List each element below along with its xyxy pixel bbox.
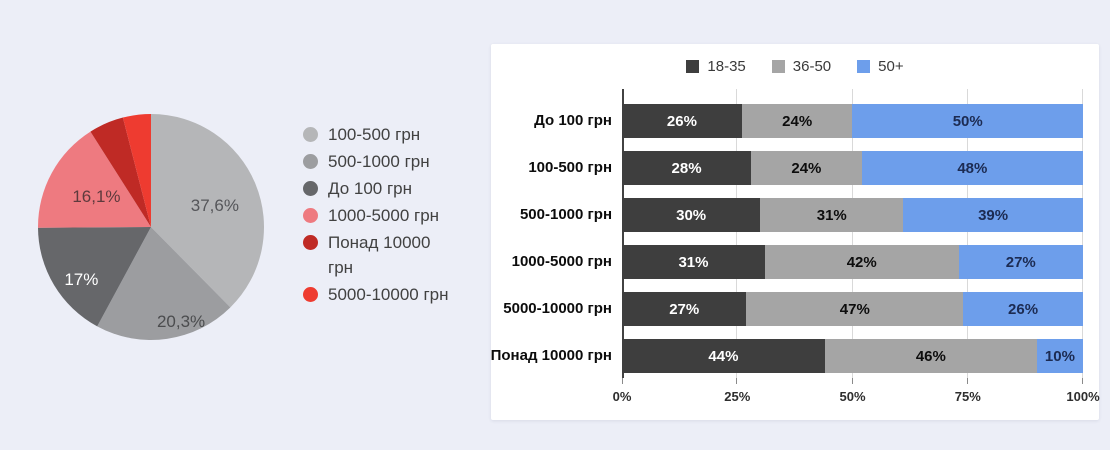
pie-slice — [37, 131, 151, 228]
pie-legend-label: До 100 грн — [328, 179, 413, 198]
bar-segment: 44% — [622, 339, 825, 373]
pie-legend-label: 500-1000 грн — [328, 152, 430, 171]
bar-segment: 26% — [622, 104, 742, 138]
pie-legend-item: Понад 10000 грн — [303, 230, 453, 280]
bar-chart-legend: 18-35 36-50 50+ — [491, 58, 1099, 75]
bar-legend-item: 36-50 — [771, 58, 832, 75]
bar-segment: 10% — [1036, 339, 1083, 373]
bar-segment: 27% — [622, 292, 747, 326]
bar-row-label: 100-500 грн — [528, 159, 612, 176]
pie-slice — [151, 114, 264, 308]
bar-segment: 42% — [764, 245, 959, 279]
gridline — [736, 89, 738, 378]
bar-segment: 31% — [760, 198, 904, 232]
pie-slice — [90, 117, 151, 227]
bar-row: 44% 46% 10% — [622, 339, 1083, 373]
bar-row-label: 1000-5000 грн — [511, 253, 612, 270]
bar-segment: 24% — [751, 151, 862, 185]
pie-slice-value-label: 37,6% — [190, 195, 239, 215]
legend-dot-icon — [303, 127, 318, 142]
bar-segment: 48% — [861, 151, 1083, 185]
bar-segment: 47% — [746, 292, 964, 326]
bar-segment: 28% — [622, 151, 752, 185]
bar-chart-card: 18-35 36-50 50+ 0% 25% 50% 75% 100% До 100 грн 2… — [491, 44, 1100, 420]
bar-legend-label: 36-50 — [792, 58, 832, 75]
legend-dot-icon — [303, 235, 318, 250]
pie-chart: 37,6% 20,3% 17% 16,1% — [37, 113, 265, 341]
bar-row-label: Понад 10000 грн — [490, 347, 612, 364]
axis-tick — [622, 378, 623, 384]
bar-segment: 50% — [852, 104, 1083, 138]
bar-row: 28% 24% 48% — [622, 151, 1083, 185]
pie-legend-label: 5000-10000 грн — [328, 285, 449, 304]
bar-row-label: 5000-10000 грн — [503, 300, 612, 317]
legend-swatch-icon — [686, 60, 700, 73]
pie-legend-item: 1000-5000 грн — [303, 203, 453, 228]
bar-segment: 31% — [622, 245, 765, 279]
pie-legend-item: 500-1000 грн — [303, 149, 453, 174]
axis-tick — [851, 378, 853, 384]
bar-segment: 26% — [963, 292, 1083, 326]
bar-segment: 24% — [741, 104, 853, 138]
bar-legend-item: 18-35 — [686, 58, 746, 75]
bar-row-label: До 100 грн — [534, 112, 612, 129]
gridline — [851, 89, 853, 378]
pie-slice — [122, 114, 151, 227]
bar-segment: 30% — [622, 198, 761, 232]
bar-row: 26% 24% 50% — [622, 104, 1083, 138]
gridline — [966, 89, 968, 378]
legend-dot-icon — [303, 208, 318, 223]
pie-slice — [97, 227, 231, 340]
gridline — [1082, 89, 1083, 378]
legend-dot-icon — [303, 154, 318, 169]
axis-baseline — [622, 89, 624, 378]
bar-legend-label: 50+ — [878, 58, 904, 75]
bar-row: 27% 47% 26% — [622, 292, 1083, 326]
axis-tick-label: 100% — [1066, 389, 1100, 404]
pie-legend-item: 100-500 грн — [303, 122, 453, 147]
pie-slice-value-label: 20,3% — [156, 311, 206, 331]
legend-dot-icon — [303, 181, 318, 196]
axis-tick-label: 0% — [612, 389, 632, 404]
axis-tick — [736, 378, 738, 384]
bar-segment: 39% — [903, 198, 1083, 232]
pie-legend-item: 5000-10000 грн — [303, 282, 453, 307]
pie-legend-label: Понад 10000 грн — [328, 233, 431, 277]
axis-tick — [966, 378, 968, 384]
pie-slice-value-label: 16,1% — [72, 187, 121, 207]
pie-legend: 100-500 грн 500-1000 грн До 100 грн 1000-50… — [303, 122, 453, 309]
bar-segment: 46% — [824, 339, 1037, 373]
pie-legend-item: До 100 грн — [303, 176, 453, 201]
pie-chart-svg — [37, 114, 264, 340]
legend-swatch-icon — [857, 60, 871, 73]
axis-tick — [1082, 378, 1083, 384]
legend-dot-icon — [303, 287, 318, 302]
legend-swatch-icon — [771, 60, 785, 73]
pie-slice-value-label: 17% — [64, 270, 99, 290]
bar-row: 30% 31% 39% — [622, 198, 1083, 232]
bar-segment: 27% — [958, 245, 1083, 279]
bar-legend-label: 18-35 — [707, 58, 746, 75]
bar-chart-plot-area: 0% 25% 50% 75% 100% До 100 грн 26% 24% 50% 100-50… — [491, 89, 1100, 404]
axis-tick-label: 50% — [839, 389, 866, 404]
bar-row-label: 500-1000 грн — [519, 206, 612, 223]
bar-row: 31% 42% 27% — [622, 245, 1083, 279]
pie-legend-label: 1000-5000 грн — [328, 206, 440, 225]
pie-legend-label: 100-500 грн — [328, 125, 421, 144]
bar-legend-item: 50+ — [857, 58, 904, 75]
axis-tick-label: 25% — [724, 389, 751, 404]
pie-slice — [38, 227, 151, 327]
axis-tick-label: 75% — [954, 389, 981, 404]
